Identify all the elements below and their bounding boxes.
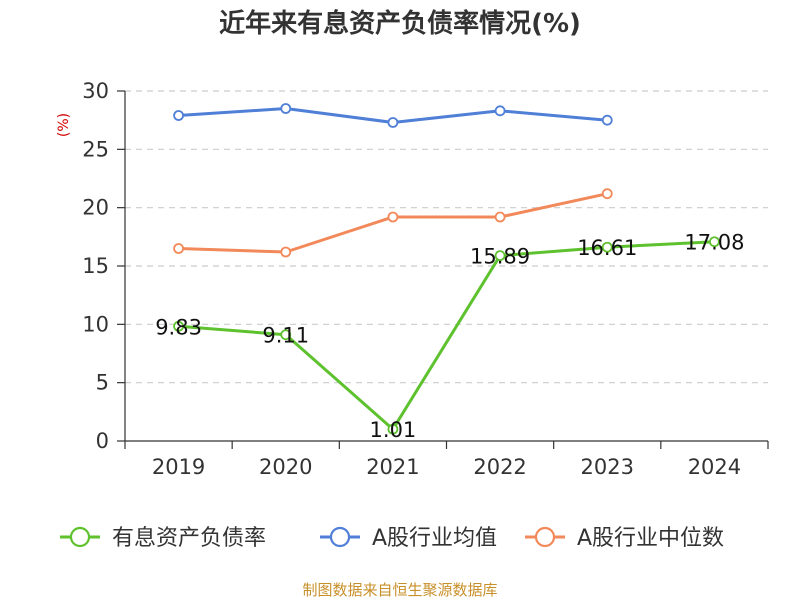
legend-swatch-marker: [329, 526, 351, 548]
series-line: [178, 240, 715, 431]
series-line: [178, 192, 608, 254]
x-tick-label: 2021: [366, 455, 419, 479]
source-note: 制图数据来自恒生聚源数据库: [302, 581, 497, 599]
data-point: [280, 103, 292, 114]
y-tick-label: 30: [82, 79, 109, 103]
data-point: [280, 329, 292, 341]
x-tick-label: 2023: [581, 455, 634, 479]
y-tick-label: 10: [82, 312, 109, 336]
legend-label: 有息资产负债率: [112, 526, 266, 551]
data-label: 17.08: [684, 231, 744, 255]
legend-swatch-marker: [534, 526, 556, 548]
chart-title: 近年来有息资产负债率情况(%): [219, 8, 581, 39]
y-tick-label: 5: [96, 371, 109, 395]
y-tick-label: 20: [82, 196, 109, 220]
legend: 有息资产负债率 A股行业均值 A股行业中位数: [60, 526, 724, 551]
y-tick-label: 15: [82, 254, 109, 278]
axis-layer: 0 5 10 15 20 25 30 2019 2020 2021 2022 2023 2024: [82, 79, 769, 479]
data-label: 9.83: [155, 315, 202, 339]
x-tick-label: 2020: [259, 455, 312, 479]
data-point: [173, 320, 184, 332]
data-point: [601, 114, 613, 126]
x-tick-label: 2019: [152, 455, 205, 479]
data-point: [387, 423, 399, 435]
legend-swatch-marker: [69, 526, 91, 548]
data-point: [494, 211, 506, 223]
data-label: 9.11: [262, 324, 309, 348]
legend-label: A股行业中位数: [577, 526, 724, 551]
data-point: [709, 236, 720, 248]
x-tick-label: 2024: [688, 455, 741, 479]
grid-layer: [125, 90, 768, 384]
data-point: [601, 241, 613, 253]
data-label-layer: 9.83 9.11 1.01 15.89 16.61 17.08: [155, 231, 744, 442]
y-tick-label: 25: [82, 137, 109, 161]
legend-label: A股行业均值: [372, 526, 497, 551]
data-label: 15.89: [470, 245, 530, 269]
data-point: [387, 117, 399, 128]
data-point: [601, 188, 613, 200]
data-point: [280, 246, 292, 258]
data-point: [494, 250, 506, 262]
data-point: [387, 211, 399, 223]
data-point: [173, 243, 184, 254]
series-layer: [173, 103, 720, 435]
data-label: 16.61: [577, 236, 637, 260]
x-tick-label: 2022: [473, 455, 526, 479]
data-label: 1.01: [370, 418, 417, 442]
data-point: [173, 110, 184, 121]
y-axis-label: (%): [56, 113, 72, 137]
data-point: [494, 105, 506, 117]
y-tick-label: 0: [96, 429, 109, 453]
